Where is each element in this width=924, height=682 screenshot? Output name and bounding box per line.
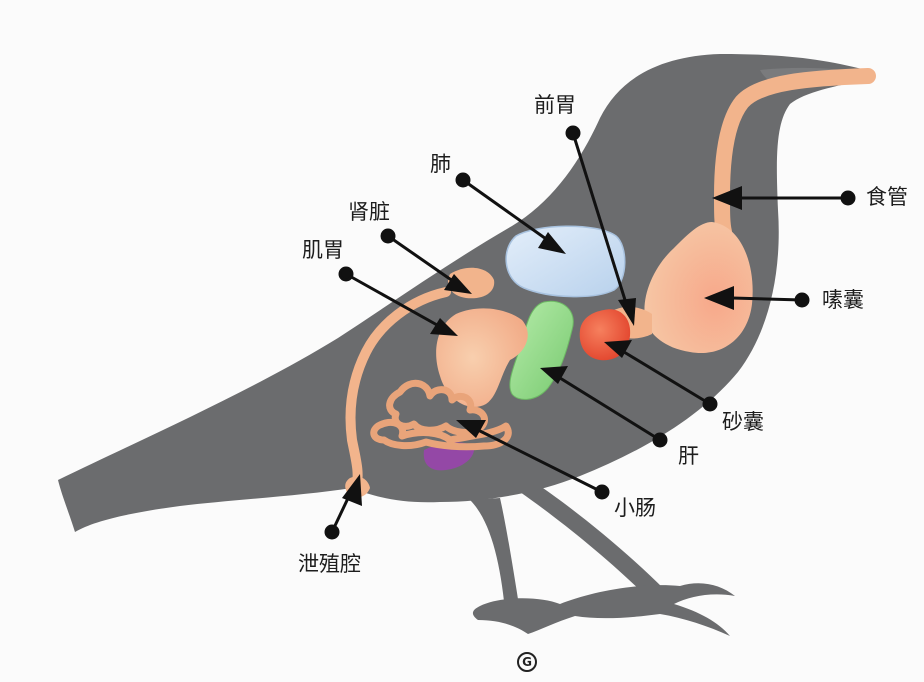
leader-gizzard xyxy=(623,350,711,406)
leader-lung xyxy=(462,178,557,248)
leader-small-intestine xyxy=(477,428,603,494)
arrowhead-gizzard xyxy=(604,340,632,358)
bird-legs xyxy=(470,486,665,612)
label-proventriculus: 前胃 xyxy=(534,93,576,117)
small-intestine-organ xyxy=(345,287,451,493)
leader-dot-proventriculus xyxy=(565,125,581,141)
label-muscular-stomach: 肌胃 xyxy=(302,238,344,262)
leader-lines xyxy=(324,125,856,540)
crop-organ xyxy=(644,222,753,354)
arrowhead-cloaca xyxy=(342,474,362,506)
label-small-intestine: 小肠 xyxy=(614,496,656,520)
leader-dot-gizzard xyxy=(702,396,718,412)
label-crop: 嗉囊 xyxy=(822,288,864,312)
leader-muscular-stomach xyxy=(345,272,447,332)
leader-dot-muscular-stomach xyxy=(338,266,354,282)
bird-feet xyxy=(472,583,735,636)
muscular-stomach-organ xyxy=(436,308,528,408)
arrowhead-lung xyxy=(538,232,566,254)
arrowhead-esophagus xyxy=(712,186,742,210)
arrowhead-liver xyxy=(540,366,568,384)
arrowhead-crop xyxy=(704,286,734,310)
label-cloaca: 泄殖腔 xyxy=(298,552,361,576)
watermark-g-icon: G xyxy=(517,652,537,672)
arrowhead-proventriculus xyxy=(618,298,636,326)
label-esophagus: 食管 xyxy=(866,185,908,209)
label-lung: 肺 xyxy=(430,152,451,176)
leader-dot-esophagus xyxy=(840,190,856,206)
leader-proventriculus xyxy=(571,132,632,317)
arrowhead-small-intestine xyxy=(456,420,486,438)
leader-liver xyxy=(559,376,661,442)
leader-dot-small-intestine xyxy=(594,484,610,500)
leader-dot-liver xyxy=(652,432,668,448)
leader-dot-cloaca xyxy=(324,524,340,540)
leader-dot-crop xyxy=(794,292,810,308)
label-kidney: 肾脏 xyxy=(348,200,390,224)
arrowhead-muscular-stomach xyxy=(430,318,458,336)
leader-crop xyxy=(731,296,803,302)
label-liver: 肝 xyxy=(678,444,699,468)
leader-kidney xyxy=(387,234,461,288)
lung-organ xyxy=(505,225,626,298)
arrowhead-kidney xyxy=(444,274,472,294)
esophagus-organ xyxy=(713,68,876,240)
leader-dot-lung xyxy=(455,172,471,188)
leader-dot-kidney xyxy=(380,228,396,244)
label-gizzard: 砂囊 xyxy=(722,410,764,434)
